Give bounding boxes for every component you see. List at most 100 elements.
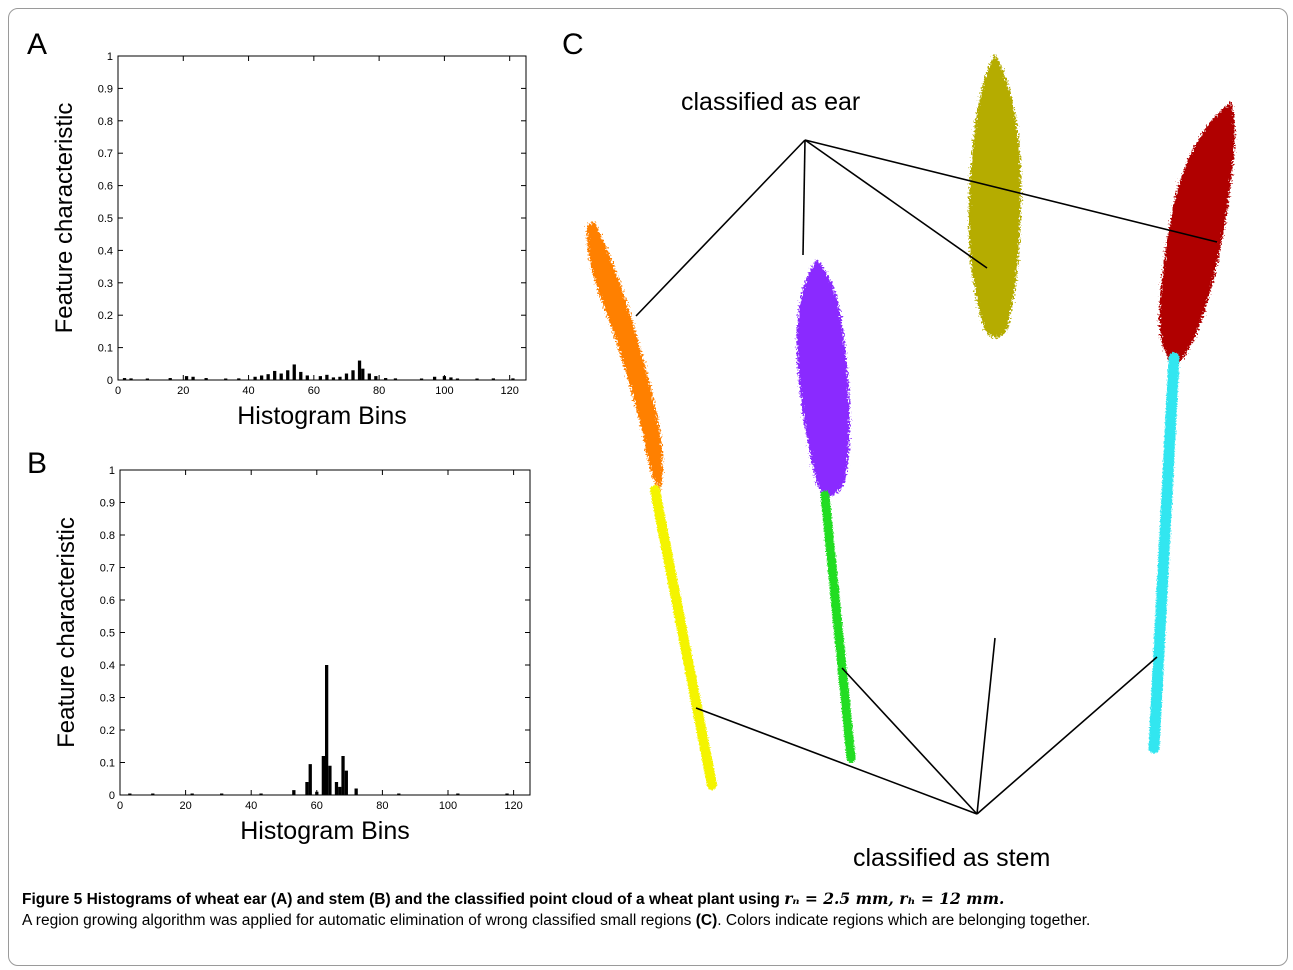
panel-letter-b: B bbox=[27, 447, 48, 480]
y-tick-label: 0.2 bbox=[100, 725, 115, 737]
y-tick-label: 0.8 bbox=[100, 530, 115, 542]
y-tick-label: 0.5 bbox=[100, 628, 115, 640]
histogram-bar bbox=[237, 378, 241, 380]
histogram-bar bbox=[318, 376, 322, 380]
histogram-bar bbox=[344, 373, 349, 380]
x-tick-label: 100 bbox=[439, 800, 457, 812]
classified-point-cloud: classified as ear classified as stem bbox=[586, 54, 1235, 870]
ear-callout-lines bbox=[635, 139, 1218, 317]
histogram-bar bbox=[122, 378, 127, 380]
y-axis-label: Feature characteristic bbox=[51, 103, 78, 334]
histogram-bar bbox=[315, 791, 319, 795]
y-axis-label: Feature characteristic bbox=[53, 517, 80, 748]
histogram-bar bbox=[259, 375, 264, 380]
histogram-bar bbox=[325, 665, 329, 795]
histogram-bar bbox=[305, 782, 309, 795]
histogram-bar bbox=[286, 370, 290, 380]
histogram-bar bbox=[308, 764, 312, 795]
y-tick-label: 0.6 bbox=[98, 181, 113, 193]
histogram-bar bbox=[151, 793, 155, 795]
x-axis-label: Histogram Bins bbox=[237, 402, 407, 430]
x-tick-label: 80 bbox=[373, 385, 385, 397]
y-tick-label: 0.2 bbox=[98, 310, 113, 322]
histogram-bar bbox=[204, 378, 208, 380]
histogram-bar bbox=[331, 377, 336, 380]
plant-2-stem bbox=[820, 490, 856, 763]
x-tick-label: 100 bbox=[435, 385, 453, 397]
histogram-bar bbox=[328, 765, 332, 795]
y-tick-label: 0.1 bbox=[100, 758, 115, 770]
histogram-bar bbox=[279, 373, 283, 380]
plant-3-ear bbox=[968, 54, 1021, 338]
y-tick-label: 0.5 bbox=[98, 213, 113, 225]
x-tick-label: 60 bbox=[308, 385, 320, 397]
histogram-bar bbox=[325, 374, 329, 380]
x-tick-label: 120 bbox=[501, 385, 519, 397]
histogram-bar bbox=[344, 770, 348, 795]
histogram-bar bbox=[338, 786, 342, 795]
histogram-bar bbox=[442, 376, 447, 380]
y-tick-label: 0.1 bbox=[98, 343, 113, 355]
plant-1 bbox=[586, 222, 717, 790]
histogram-bar bbox=[374, 376, 378, 380]
plant-4-stem bbox=[1148, 352, 1180, 754]
x-tick-label: 120 bbox=[504, 800, 522, 812]
histogram-bar bbox=[292, 790, 296, 795]
histogram-bar bbox=[354, 788, 358, 795]
y-tick-label: 0 bbox=[107, 375, 113, 387]
plant-2-ear bbox=[796, 260, 850, 496]
y-tick-label: 0.6 bbox=[100, 595, 115, 607]
y-tick-label: 1 bbox=[109, 465, 115, 477]
histogram-bar bbox=[351, 370, 355, 380]
panel-letter-a: A bbox=[27, 28, 48, 61]
y-tick-label: 0.9 bbox=[98, 83, 113, 95]
histogram-bar bbox=[338, 376, 342, 380]
histogram-bar bbox=[299, 371, 303, 380]
histogram-bar bbox=[224, 378, 228, 380]
figure-caption: Figure 5 Histograms of wheat ear (A) and… bbox=[22, 888, 1272, 931]
y-tick-label: 0.4 bbox=[98, 245, 113, 257]
histogram-bar bbox=[259, 793, 263, 795]
histogram-bar bbox=[357, 360, 362, 380]
histogram-bar bbox=[129, 378, 133, 380]
histogram-bar bbox=[253, 376, 257, 380]
ear-label: classified as ear bbox=[681, 88, 860, 116]
x-tick-label: 20 bbox=[177, 385, 189, 397]
plant-4 bbox=[1148, 102, 1235, 754]
histogram-bar bbox=[191, 376, 195, 380]
histogram-bar bbox=[266, 374, 270, 380]
histogram-bar bbox=[491, 378, 495, 380]
x-axis-label: Histogram Bins bbox=[240, 817, 410, 845]
plant-4-ear bbox=[1159, 102, 1235, 365]
histogram-bar bbox=[184, 376, 189, 380]
x-tick-label: 80 bbox=[376, 800, 388, 812]
histogram-bar bbox=[220, 793, 224, 795]
histogram-bar bbox=[305, 375, 309, 380]
y-tick-label: 0.9 bbox=[100, 498, 115, 510]
caption-body-2: . Colors indicate regions which are belo… bbox=[717, 912, 1091, 929]
x-tick-label: 40 bbox=[245, 800, 257, 812]
x-tick-label: 40 bbox=[242, 385, 254, 397]
histogram-bar bbox=[449, 377, 453, 380]
histogram-bar bbox=[432, 376, 437, 380]
stem-callout-lines bbox=[695, 637, 1158, 815]
x-tick-label: 60 bbox=[311, 800, 323, 812]
x-tick-label: 0 bbox=[115, 385, 121, 397]
x-tick-label: 20 bbox=[179, 800, 191, 812]
histogram-bar bbox=[145, 378, 150, 380]
caption-body-1: A region growing algorithm was applied f… bbox=[22, 912, 692, 929]
histogram-chart-b: 0 0.1 0.2 0.3 0.4 0.5 0.6 0.7 0.8 0.9 1 0 20 40 60 80 10… bbox=[53, 465, 531, 845]
histogram-bar bbox=[393, 378, 398, 380]
caption-math: rₙ = 2.5 mm, rₕ = 12 mm. bbox=[784, 889, 1005, 908]
y-tick-label: 0.3 bbox=[98, 278, 113, 290]
histogram-bar bbox=[475, 378, 479, 380]
panel-letter-c: C bbox=[562, 28, 584, 61]
histogram-bar bbox=[397, 793, 401, 795]
figure-frame bbox=[8, 8, 1288, 966]
y-tick-label: 1 bbox=[107, 51, 113, 63]
plant-3 bbox=[968, 54, 1021, 762]
y-tick-label: 0.7 bbox=[100, 563, 115, 575]
y-tick-label: 0.7 bbox=[98, 148, 113, 160]
histogram-bar bbox=[511, 378, 515, 380]
stem-label: classified as stem bbox=[853, 844, 1050, 870]
